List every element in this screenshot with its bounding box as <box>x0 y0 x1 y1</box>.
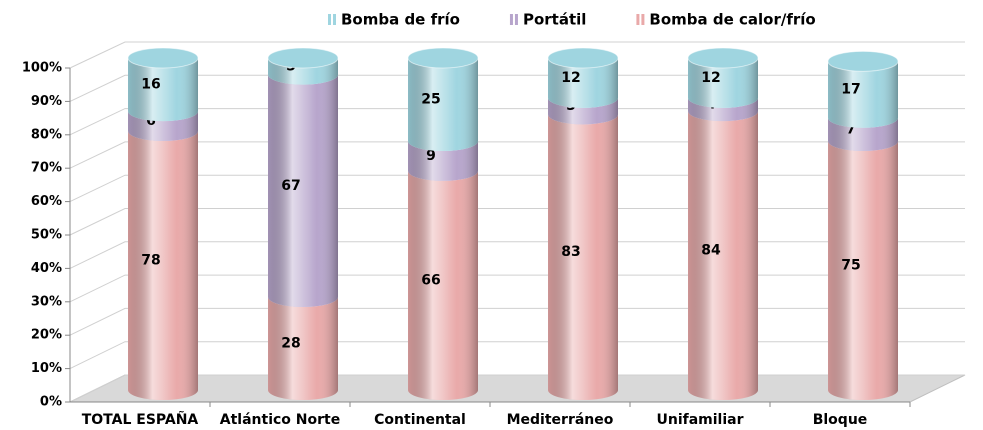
data-label: 67 <box>281 178 300 194</box>
y-tick-label: 90% <box>31 94 62 109</box>
x-tick-label: Bloque <box>813 412 868 428</box>
bar-shading <box>688 58 758 108</box>
bar-shading <box>828 117 898 151</box>
bar-shading <box>688 97 758 122</box>
bar-shading <box>408 170 478 400</box>
grid-line <box>69 274 965 303</box>
bar-shading <box>408 58 478 151</box>
x-tick-label: Unifamiliar <box>656 412 743 428</box>
y-tick-label: 30% <box>31 294 62 309</box>
grid <box>69 41 965 403</box>
grid-line <box>69 341 965 370</box>
x-tick-label: Atlántico Norte <box>220 412 340 428</box>
legend-swatch <box>514 14 518 25</box>
y-tick-label: 50% <box>31 228 62 243</box>
data-label: 6 <box>146 113 156 129</box>
bar-shading <box>688 111 758 401</box>
y-tick-label: 80% <box>31 127 62 142</box>
x-tick-label: Continental <box>374 412 466 428</box>
data-label: 9 <box>426 148 436 164</box>
legend-label: Bomba de frío <box>341 11 460 29</box>
grid-line <box>69 307 965 336</box>
bar-cap <box>687 47 759 69</box>
y-tick-label: 10% <box>31 361 62 376</box>
data-label: 75 <box>841 258 860 274</box>
bars: 786162867566925835128441275717 <box>127 47 899 401</box>
grid-line <box>69 108 965 136</box>
bar-cap <box>267 47 339 69</box>
bar-shading <box>268 58 338 85</box>
grid-line <box>69 208 965 236</box>
bar-shading <box>548 97 618 125</box>
data-label: 17 <box>841 82 860 98</box>
legend-swatch <box>328 14 331 25</box>
bar-shading <box>828 61 898 128</box>
x-tick-label: TOTAL ESPAÑA <box>82 411 199 428</box>
data-label: 66 <box>421 272 440 288</box>
bar-shading <box>268 297 338 400</box>
bar-cap <box>827 50 899 72</box>
data-label: 28 <box>281 336 300 352</box>
data-label: 83 <box>561 244 580 260</box>
bar-shading <box>408 141 478 181</box>
data-label: 84 <box>701 243 721 259</box>
y-tick-label: 40% <box>31 261 62 276</box>
legend-label: Bomba de calor/frío <box>649 11 815 29</box>
bar-cap <box>547 47 619 69</box>
grid-line <box>69 241 965 269</box>
legend-swatch <box>641 14 645 25</box>
data-label: 12 <box>701 70 720 86</box>
legend-swatch <box>636 14 640 25</box>
y-tick-label: 70% <box>31 161 62 176</box>
data-label: 16 <box>141 77 160 93</box>
data-label: 7 <box>846 121 856 137</box>
bar-cap <box>407 47 479 69</box>
legend-swatch <box>509 14 513 25</box>
bar-cap <box>127 47 199 69</box>
grid-line <box>69 141 965 169</box>
bar-shading <box>548 58 618 108</box>
grid-line <box>69 41 965 69</box>
data-label: 25 <box>421 92 440 108</box>
y-tick-label: 20% <box>31 328 62 343</box>
x-tick-label: Mediterráneo <box>507 412 614 428</box>
data-label: 78 <box>141 253 160 269</box>
bar-shading <box>128 58 198 122</box>
y-tick-label: 100% <box>22 61 62 76</box>
y-tick-label: 0% <box>40 395 62 410</box>
bar-shading <box>268 74 338 308</box>
bar-shading <box>128 111 198 142</box>
data-label: 12 <box>561 70 580 86</box>
legend-label: Portátil <box>523 11 586 29</box>
grid-line <box>69 74 965 102</box>
legend-swatch <box>333 14 336 25</box>
bar-shading <box>128 131 198 401</box>
bar-shading <box>548 114 618 400</box>
bar-shading <box>828 141 898 400</box>
grid-line <box>69 174 965 203</box>
grid-line <box>69 374 965 403</box>
y-tick-label: 60% <box>31 194 62 209</box>
